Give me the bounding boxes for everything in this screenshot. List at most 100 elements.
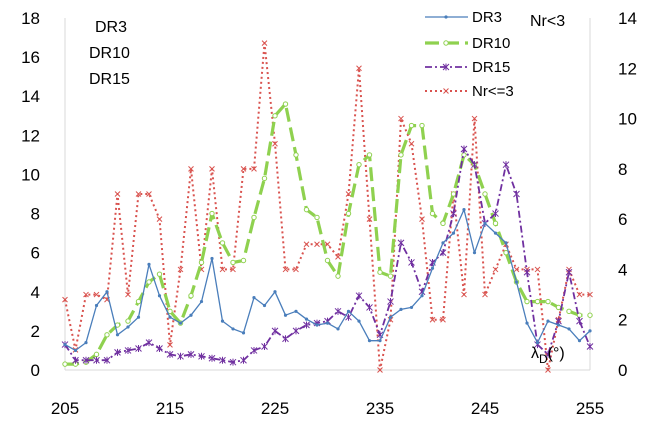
- data-point: [261, 40, 268, 46]
- x-tick-label: 235: [366, 399, 394, 418]
- data-point: [293, 152, 299, 158]
- data-point: [188, 292, 194, 299]
- series-dr3: [63, 208, 592, 353]
- data-point: [356, 161, 362, 168]
- data-point: [440, 316, 446, 323]
- data-point: [430, 266, 435, 270]
- data-point: [534, 298, 541, 305]
- data-point: [472, 251, 477, 255]
- data-point: [230, 266, 236, 273]
- series-dr15: [61, 145, 594, 366]
- series-line: [65, 102, 590, 366]
- data-point: [250, 346, 258, 354]
- data-point: [145, 339, 153, 347]
- data-point: [408, 258, 415, 266]
- series-line: [64, 148, 591, 364]
- data-point: [440, 220, 446, 227]
- data-point: [231, 327, 235, 331]
- data-point: [209, 210, 215, 217]
- y-left-tick-label: 8: [31, 205, 40, 224]
- y-right-tick-label: 0: [618, 361, 627, 380]
- data-point: [409, 305, 414, 310]
- y-left-tick-label: 4: [31, 283, 40, 302]
- data-point: [482, 291, 488, 298]
- data-point: [399, 307, 403, 311]
- x-tick-label: 245: [471, 399, 499, 418]
- data-point: [282, 101, 289, 107]
- y-right-tick-label: 2: [618, 311, 627, 330]
- data-point: [93, 351, 100, 358]
- data-point: [555, 304, 562, 311]
- data-point: [336, 327, 340, 331]
- y-right-tick-label: 14: [618, 9, 637, 28]
- data-point: [408, 140, 415, 147]
- data-point: [124, 346, 132, 354]
- data-point: [135, 191, 142, 197]
- data-point: [240, 257, 247, 264]
- data-point: [545, 367, 551, 373]
- data-point: [502, 161, 510, 169]
- data-point: [210, 256, 214, 261]
- data-point: [451, 231, 456, 235]
- y-left-tick-label: 12: [21, 126, 40, 145]
- data-point: [504, 241, 508, 245]
- data-point: [544, 350, 552, 358]
- data-point: [492, 266, 499, 273]
- data-point: [450, 191, 457, 197]
- data-point: [442, 63, 450, 71]
- data-point: [229, 358, 237, 366]
- data-point: [282, 335, 289, 343]
- data-point: [492, 210, 499, 218]
- data-point: [523, 268, 531, 276]
- data-point: [156, 271, 163, 277]
- data-point: [314, 214, 320, 221]
- data-point: [324, 257, 331, 264]
- data-point: [198, 259, 205, 266]
- data-point: [419, 122, 425, 129]
- data-point: [146, 191, 152, 197]
- data-point: [157, 294, 162, 298]
- data-point: [345, 191, 352, 197]
- right-axis-label: Nr<3: [530, 13, 565, 30]
- data-point: [429, 316, 436, 323]
- data-point: [292, 327, 300, 335]
- data-point: [576, 317, 583, 325]
- x-tick-label: 205: [51, 399, 79, 418]
- data-point: [419, 216, 425, 222]
- data-point: [73, 348, 78, 353]
- data-point: [513, 190, 520, 198]
- data-point: [177, 266, 184, 273]
- data-point: [587, 312, 593, 318]
- data-point: [545, 298, 551, 305]
- data-point: [535, 341, 540, 345]
- data-point: [219, 356, 226, 364]
- data-point: [115, 333, 120, 337]
- legend: DR3 DR10 DR15 Nr<=3: [425, 9, 514, 100]
- y-left-tick-label: 16: [21, 48, 40, 67]
- y-left-tick-label: 6: [31, 244, 40, 263]
- data-point: [63, 342, 67, 347]
- data-point: [471, 161, 478, 169]
- data-point: [251, 214, 257, 221]
- y-left-tick-label: 18: [21, 9, 40, 28]
- data-point: [471, 115, 478, 122]
- data-point: [62, 361, 68, 367]
- data-point: [104, 332, 110, 338]
- data-point: [241, 331, 246, 335]
- inplot-label-dr3: DR3: [95, 19, 127, 36]
- data-point: [377, 269, 383, 275]
- data-point: [220, 319, 225, 323]
- data-point: [460, 145, 468, 153]
- data-point: [135, 344, 142, 352]
- data-point: [398, 152, 404, 158]
- data-point: [525, 321, 529, 325]
- data-point: [388, 315, 393, 319]
- data-point: [147, 262, 151, 266]
- data-point: [513, 266, 520, 273]
- data-point: [178, 321, 183, 325]
- data-point: [126, 325, 130, 329]
- data-point: [283, 313, 288, 317]
- data-point: [167, 342, 173, 348]
- legend-label: DR15: [472, 59, 510, 76]
- data-point: [125, 291, 131, 298]
